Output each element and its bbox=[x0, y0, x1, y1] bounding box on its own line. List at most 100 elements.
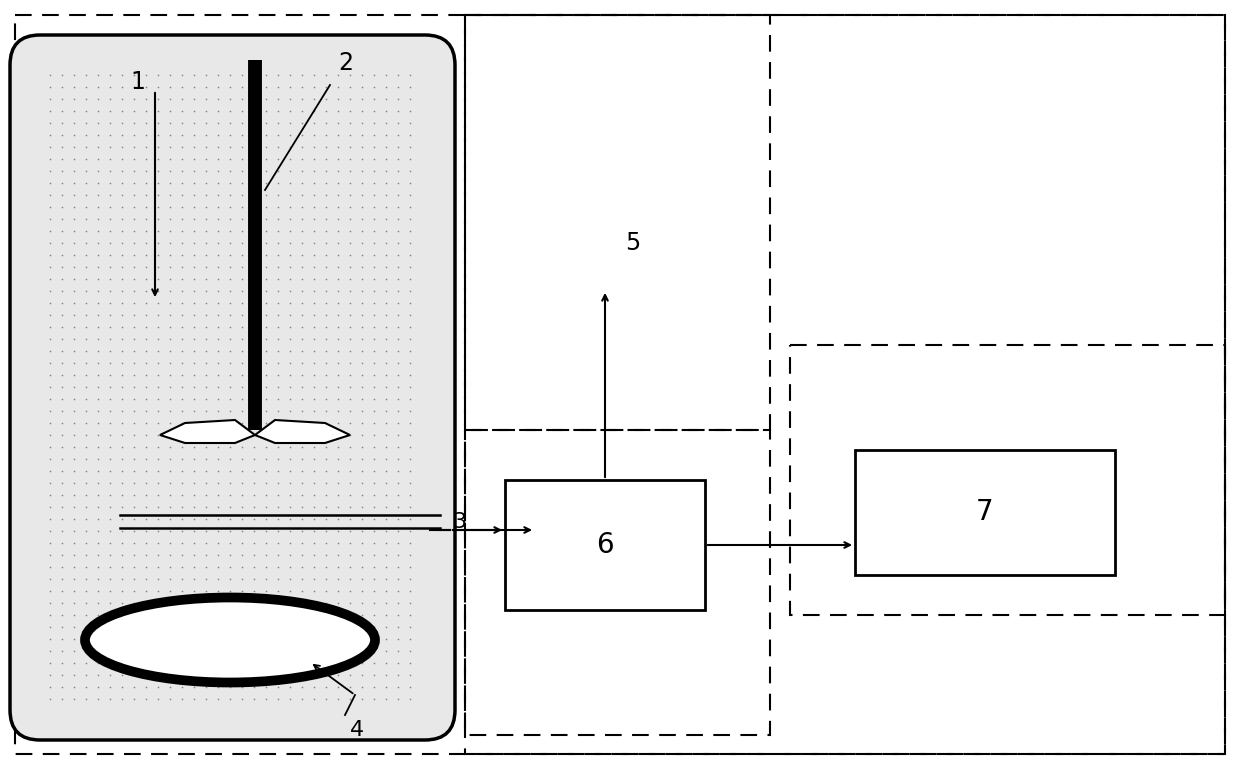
Point bbox=[112, 321, 131, 333]
Point bbox=[388, 561, 408, 573]
Point bbox=[293, 669, 312, 681]
Point bbox=[388, 261, 408, 273]
Point bbox=[329, 381, 348, 393]
Point bbox=[160, 333, 180, 345]
Point bbox=[388, 309, 408, 321]
Point bbox=[136, 93, 156, 105]
Point bbox=[316, 585, 336, 598]
Point bbox=[148, 153, 167, 165]
Point bbox=[172, 573, 192, 585]
Point bbox=[329, 441, 348, 453]
Point bbox=[219, 429, 239, 441]
Point bbox=[316, 117, 336, 129]
Point bbox=[112, 537, 131, 549]
Point bbox=[160, 489, 180, 501]
Point bbox=[52, 381, 72, 393]
Point bbox=[64, 404, 84, 417]
Point bbox=[365, 464, 384, 477]
Point bbox=[196, 453, 216, 465]
Point bbox=[196, 525, 216, 538]
Point bbox=[365, 525, 384, 538]
Point bbox=[196, 693, 216, 705]
Point bbox=[316, 657, 336, 669]
Point bbox=[232, 369, 252, 381]
Point bbox=[172, 201, 192, 213]
Point bbox=[365, 117, 384, 129]
Point bbox=[232, 129, 252, 141]
Point bbox=[52, 117, 72, 129]
Point bbox=[352, 549, 372, 561]
Point bbox=[280, 477, 300, 489]
Point bbox=[293, 489, 312, 501]
Point bbox=[64, 201, 84, 213]
Point bbox=[196, 285, 216, 297]
Point bbox=[244, 333, 264, 345]
Point bbox=[136, 489, 156, 501]
Point bbox=[219, 249, 239, 261]
Point bbox=[244, 501, 264, 513]
Point bbox=[401, 621, 420, 633]
Point bbox=[184, 105, 203, 117]
Point bbox=[401, 597, 420, 609]
Point bbox=[376, 321, 396, 333]
Point bbox=[88, 573, 108, 585]
Point bbox=[112, 573, 131, 585]
Point bbox=[196, 429, 216, 441]
Point bbox=[304, 429, 324, 441]
Point bbox=[64, 489, 84, 501]
Point bbox=[365, 189, 384, 201]
Point bbox=[136, 561, 156, 573]
Point bbox=[184, 153, 203, 165]
Point bbox=[376, 693, 396, 705]
Point bbox=[316, 249, 336, 261]
Point bbox=[184, 633, 203, 645]
Point bbox=[401, 153, 420, 165]
Point bbox=[401, 645, 420, 657]
Point bbox=[280, 153, 300, 165]
Point bbox=[64, 681, 84, 693]
Point bbox=[160, 501, 180, 513]
Point bbox=[352, 213, 372, 225]
Point bbox=[268, 597, 288, 609]
Point bbox=[160, 225, 180, 237]
Point bbox=[208, 585, 228, 598]
Point bbox=[136, 117, 156, 129]
Point bbox=[268, 621, 288, 633]
Point bbox=[160, 153, 180, 165]
Point bbox=[100, 429, 120, 441]
Point bbox=[329, 537, 348, 549]
Point bbox=[148, 669, 167, 681]
Point bbox=[136, 297, 156, 309]
Point bbox=[316, 357, 336, 369]
Point bbox=[148, 285, 167, 297]
Point bbox=[340, 537, 360, 549]
Point bbox=[376, 597, 396, 609]
Point bbox=[124, 189, 144, 201]
Point bbox=[232, 645, 252, 657]
Point bbox=[268, 225, 288, 237]
Bar bbox=[465, 15, 770, 430]
Point bbox=[340, 345, 360, 357]
Point bbox=[76, 237, 95, 249]
Point bbox=[160, 273, 180, 285]
Point bbox=[160, 321, 180, 333]
Point bbox=[280, 117, 300, 129]
Point bbox=[172, 393, 192, 405]
Point bbox=[136, 417, 156, 429]
Point bbox=[88, 153, 108, 165]
Point bbox=[219, 561, 239, 573]
Point bbox=[52, 404, 72, 417]
Point bbox=[124, 141, 144, 153]
Point bbox=[196, 417, 216, 429]
Point bbox=[136, 261, 156, 273]
Point bbox=[148, 561, 167, 573]
Point bbox=[219, 117, 239, 129]
Point bbox=[304, 237, 324, 249]
Point bbox=[304, 369, 324, 381]
Point bbox=[304, 129, 324, 141]
Point bbox=[219, 464, 239, 477]
Point bbox=[257, 297, 277, 309]
Point bbox=[124, 441, 144, 453]
Point bbox=[293, 81, 312, 93]
Point bbox=[293, 633, 312, 645]
